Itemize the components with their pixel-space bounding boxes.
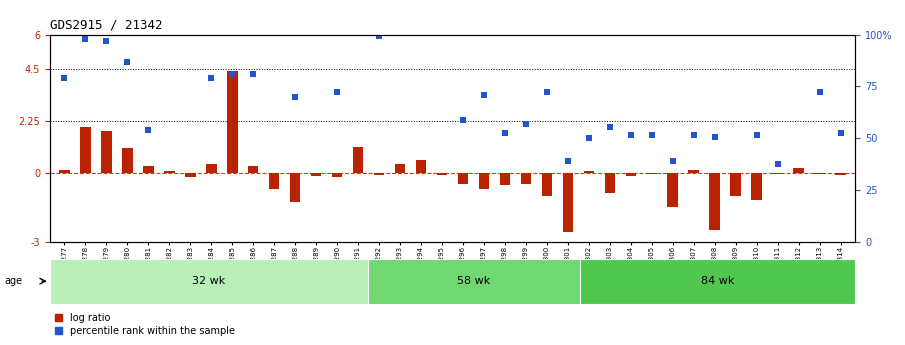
Bar [81, 127, 91, 172]
Bar [395, 165, 405, 172]
Text: 32 wk: 32 wk [192, 276, 225, 286]
Bar [353, 147, 363, 172]
Text: 58 wk: 58 wk [457, 276, 491, 286]
Bar [290, 172, 300, 203]
Bar [835, 172, 846, 175]
Bar [563, 172, 573, 232]
Text: GDS2915 / 21342: GDS2915 / 21342 [50, 19, 162, 32]
Bar [248, 166, 259, 172]
Bar [415, 160, 426, 172]
Bar [479, 172, 490, 189]
Bar [646, 172, 657, 174]
Bar [814, 172, 824, 174]
Bar [772, 172, 783, 174]
Bar [751, 172, 762, 200]
Bar [311, 172, 321, 176]
Bar [206, 165, 216, 172]
Bar [185, 172, 195, 177]
Bar [143, 166, 154, 172]
Bar [122, 148, 133, 172]
Bar [269, 172, 280, 189]
Bar [605, 172, 615, 193]
Bar [668, 172, 678, 207]
Bar [584, 171, 594, 172]
Bar [710, 172, 720, 230]
Bar [164, 171, 175, 172]
Bar [500, 172, 510, 185]
Bar [59, 170, 70, 172]
Bar [367, 259, 580, 304]
Legend: log ratio, percentile rank within the sample: log ratio, percentile rank within the sa… [54, 313, 235, 336]
Bar [730, 172, 741, 196]
Bar [625, 172, 636, 176]
Bar [332, 172, 342, 177]
Text: age: age [5, 276, 23, 286]
Bar [227, 71, 237, 172]
Bar [374, 172, 385, 175]
Bar [437, 172, 447, 175]
Bar [689, 170, 699, 172]
Bar [458, 172, 468, 184]
Bar [542, 172, 552, 196]
Bar [580, 259, 855, 304]
Text: 84 wk: 84 wk [700, 276, 734, 286]
Bar [520, 172, 531, 184]
Bar [101, 131, 111, 172]
Bar [794, 168, 804, 172]
Bar [50, 259, 367, 304]
